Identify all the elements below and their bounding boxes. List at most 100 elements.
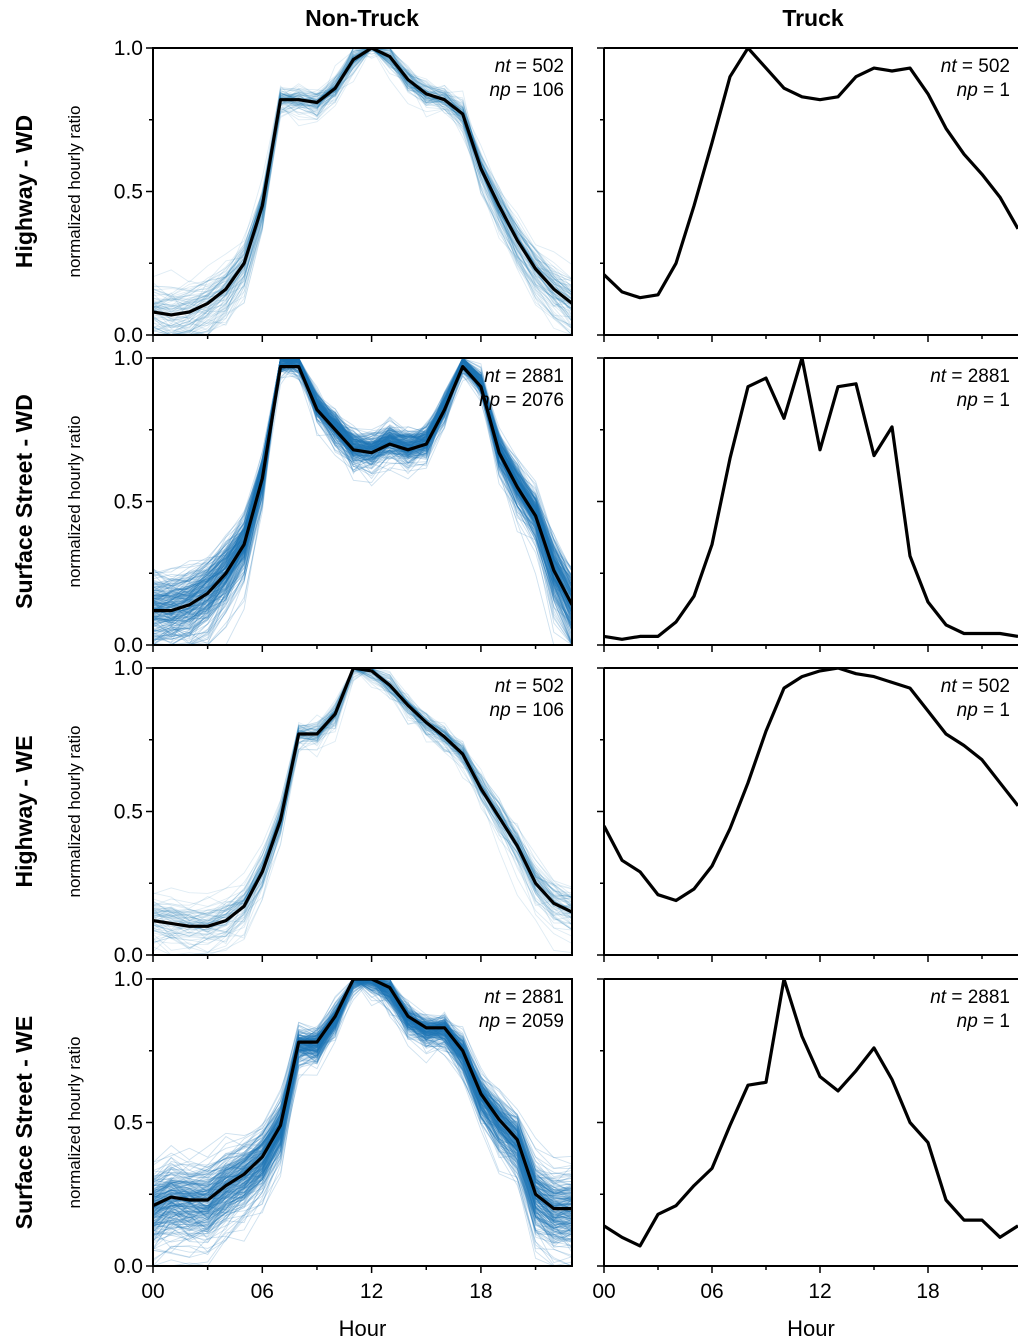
ensemble-line xyxy=(153,358,572,587)
ensemble-line xyxy=(153,48,572,330)
mean-line xyxy=(604,48,1018,300)
ensemble-line xyxy=(153,358,572,621)
ensemble-line xyxy=(153,358,572,610)
ensemble-line xyxy=(153,979,572,1195)
ensemble-line xyxy=(153,358,572,644)
ensemble-line xyxy=(153,358,572,599)
ensemble-line xyxy=(153,358,572,627)
ensemble-line xyxy=(153,358,572,640)
ensemble-line xyxy=(153,48,572,335)
ensemble-line xyxy=(153,979,572,1231)
ensemble-line xyxy=(153,358,572,645)
ensemble-line xyxy=(153,358,572,645)
ensemble-line xyxy=(153,979,572,1219)
ensemble-line xyxy=(153,358,572,603)
ensemble-line xyxy=(153,358,572,586)
row-title: Highway - WE xyxy=(11,735,37,887)
ensemble-line xyxy=(153,979,572,1229)
ensemble-line xyxy=(153,358,572,645)
ensemble-line xyxy=(153,979,572,1210)
ensemble-line xyxy=(153,48,572,335)
ensemble-line xyxy=(153,979,572,1266)
ensemble-line xyxy=(153,358,572,625)
ensemble-line xyxy=(153,979,572,1253)
ensemble-line xyxy=(153,979,572,1230)
ensemble-line xyxy=(153,358,572,606)
ensemble-line xyxy=(153,358,572,597)
ensemble-line xyxy=(153,48,572,335)
ensemble-line xyxy=(153,48,572,297)
ensemble-line xyxy=(153,979,572,1176)
ensemble-line xyxy=(153,979,572,1213)
panel-1-1: nt = 2881 np = 1 xyxy=(597,357,1018,652)
ensemble-line xyxy=(153,358,572,592)
ensemble-line xyxy=(153,979,572,1195)
ensemble-line xyxy=(153,358,572,612)
y-tick-label: 1.0 xyxy=(114,37,143,60)
ensemble-line xyxy=(153,979,572,1220)
ensemble-line xyxy=(153,358,572,600)
ensemble-line xyxy=(153,358,572,591)
ensemble-line xyxy=(153,668,572,950)
ensemble-line xyxy=(153,979,572,1202)
ensemble-line xyxy=(153,668,572,933)
ensemble-line xyxy=(153,979,572,1224)
ensemble-line xyxy=(153,979,572,1215)
ensemble-line xyxy=(153,358,572,598)
ensemble-line xyxy=(153,979,572,1235)
ensemble-line xyxy=(153,358,572,601)
y-tick-label: 0.0 xyxy=(114,634,143,657)
ensemble-line xyxy=(153,358,572,605)
ensemble-line xyxy=(153,358,572,645)
ensemble-line xyxy=(153,358,572,591)
ensemble-line xyxy=(153,358,572,626)
ensemble-line xyxy=(153,979,572,1225)
ensemble-line xyxy=(153,358,572,643)
ensemble-line xyxy=(153,358,572,595)
ensemble-line xyxy=(153,358,572,606)
ensemble-line xyxy=(153,979,572,1215)
ensemble-line xyxy=(153,358,572,601)
ensemble-line xyxy=(153,48,572,332)
ensemble-line xyxy=(153,979,572,1203)
ensemble-line xyxy=(153,358,572,605)
y-tick-label: 0.0 xyxy=(114,944,143,967)
ensemble-line xyxy=(153,979,572,1236)
ensemble-line xyxy=(153,979,572,1227)
ensemble-line xyxy=(153,358,572,616)
ensemble-line xyxy=(153,668,572,926)
panel-2-0: 0.0 0.5 1.0 nt = 502 np = 106 Highway - WE nor… xyxy=(11,657,573,967)
ensemble-line xyxy=(153,358,572,600)
ensemble-line xyxy=(153,358,572,639)
ensemble-line xyxy=(153,358,572,598)
ensemble-line xyxy=(153,358,572,610)
ensemble-line xyxy=(153,358,572,608)
ensemble-line xyxy=(153,979,572,1221)
ensemble-line xyxy=(153,358,572,597)
ensemble-line xyxy=(153,358,572,615)
ensemble-line xyxy=(153,668,572,915)
ensemble-line xyxy=(153,48,572,335)
ensemble-line xyxy=(153,979,572,1266)
ensemble-line xyxy=(153,979,572,1182)
mean-line xyxy=(153,668,572,928)
ensemble-line xyxy=(153,668,572,945)
ensemble-line xyxy=(153,668,572,931)
ensemble-line xyxy=(153,48,572,305)
ensemble-line xyxy=(153,979,572,1185)
ensemble-line xyxy=(153,358,572,588)
ensemble-line xyxy=(153,358,572,621)
ensemble-line xyxy=(153,358,572,625)
ensemble-line xyxy=(153,358,572,608)
ensemble-line xyxy=(153,668,572,940)
row-title: Surface Street - WD xyxy=(11,394,37,609)
ensemble-line xyxy=(153,358,572,611)
ensemble-line xyxy=(153,979,572,1236)
ensemble-line xyxy=(153,48,572,319)
ensemble-line xyxy=(153,358,572,602)
ensemble-line xyxy=(153,358,572,597)
ensemble-line xyxy=(153,358,572,606)
ensemble-line xyxy=(153,979,572,1266)
ensemble-line xyxy=(153,979,572,1194)
ensemble-line xyxy=(153,668,572,936)
